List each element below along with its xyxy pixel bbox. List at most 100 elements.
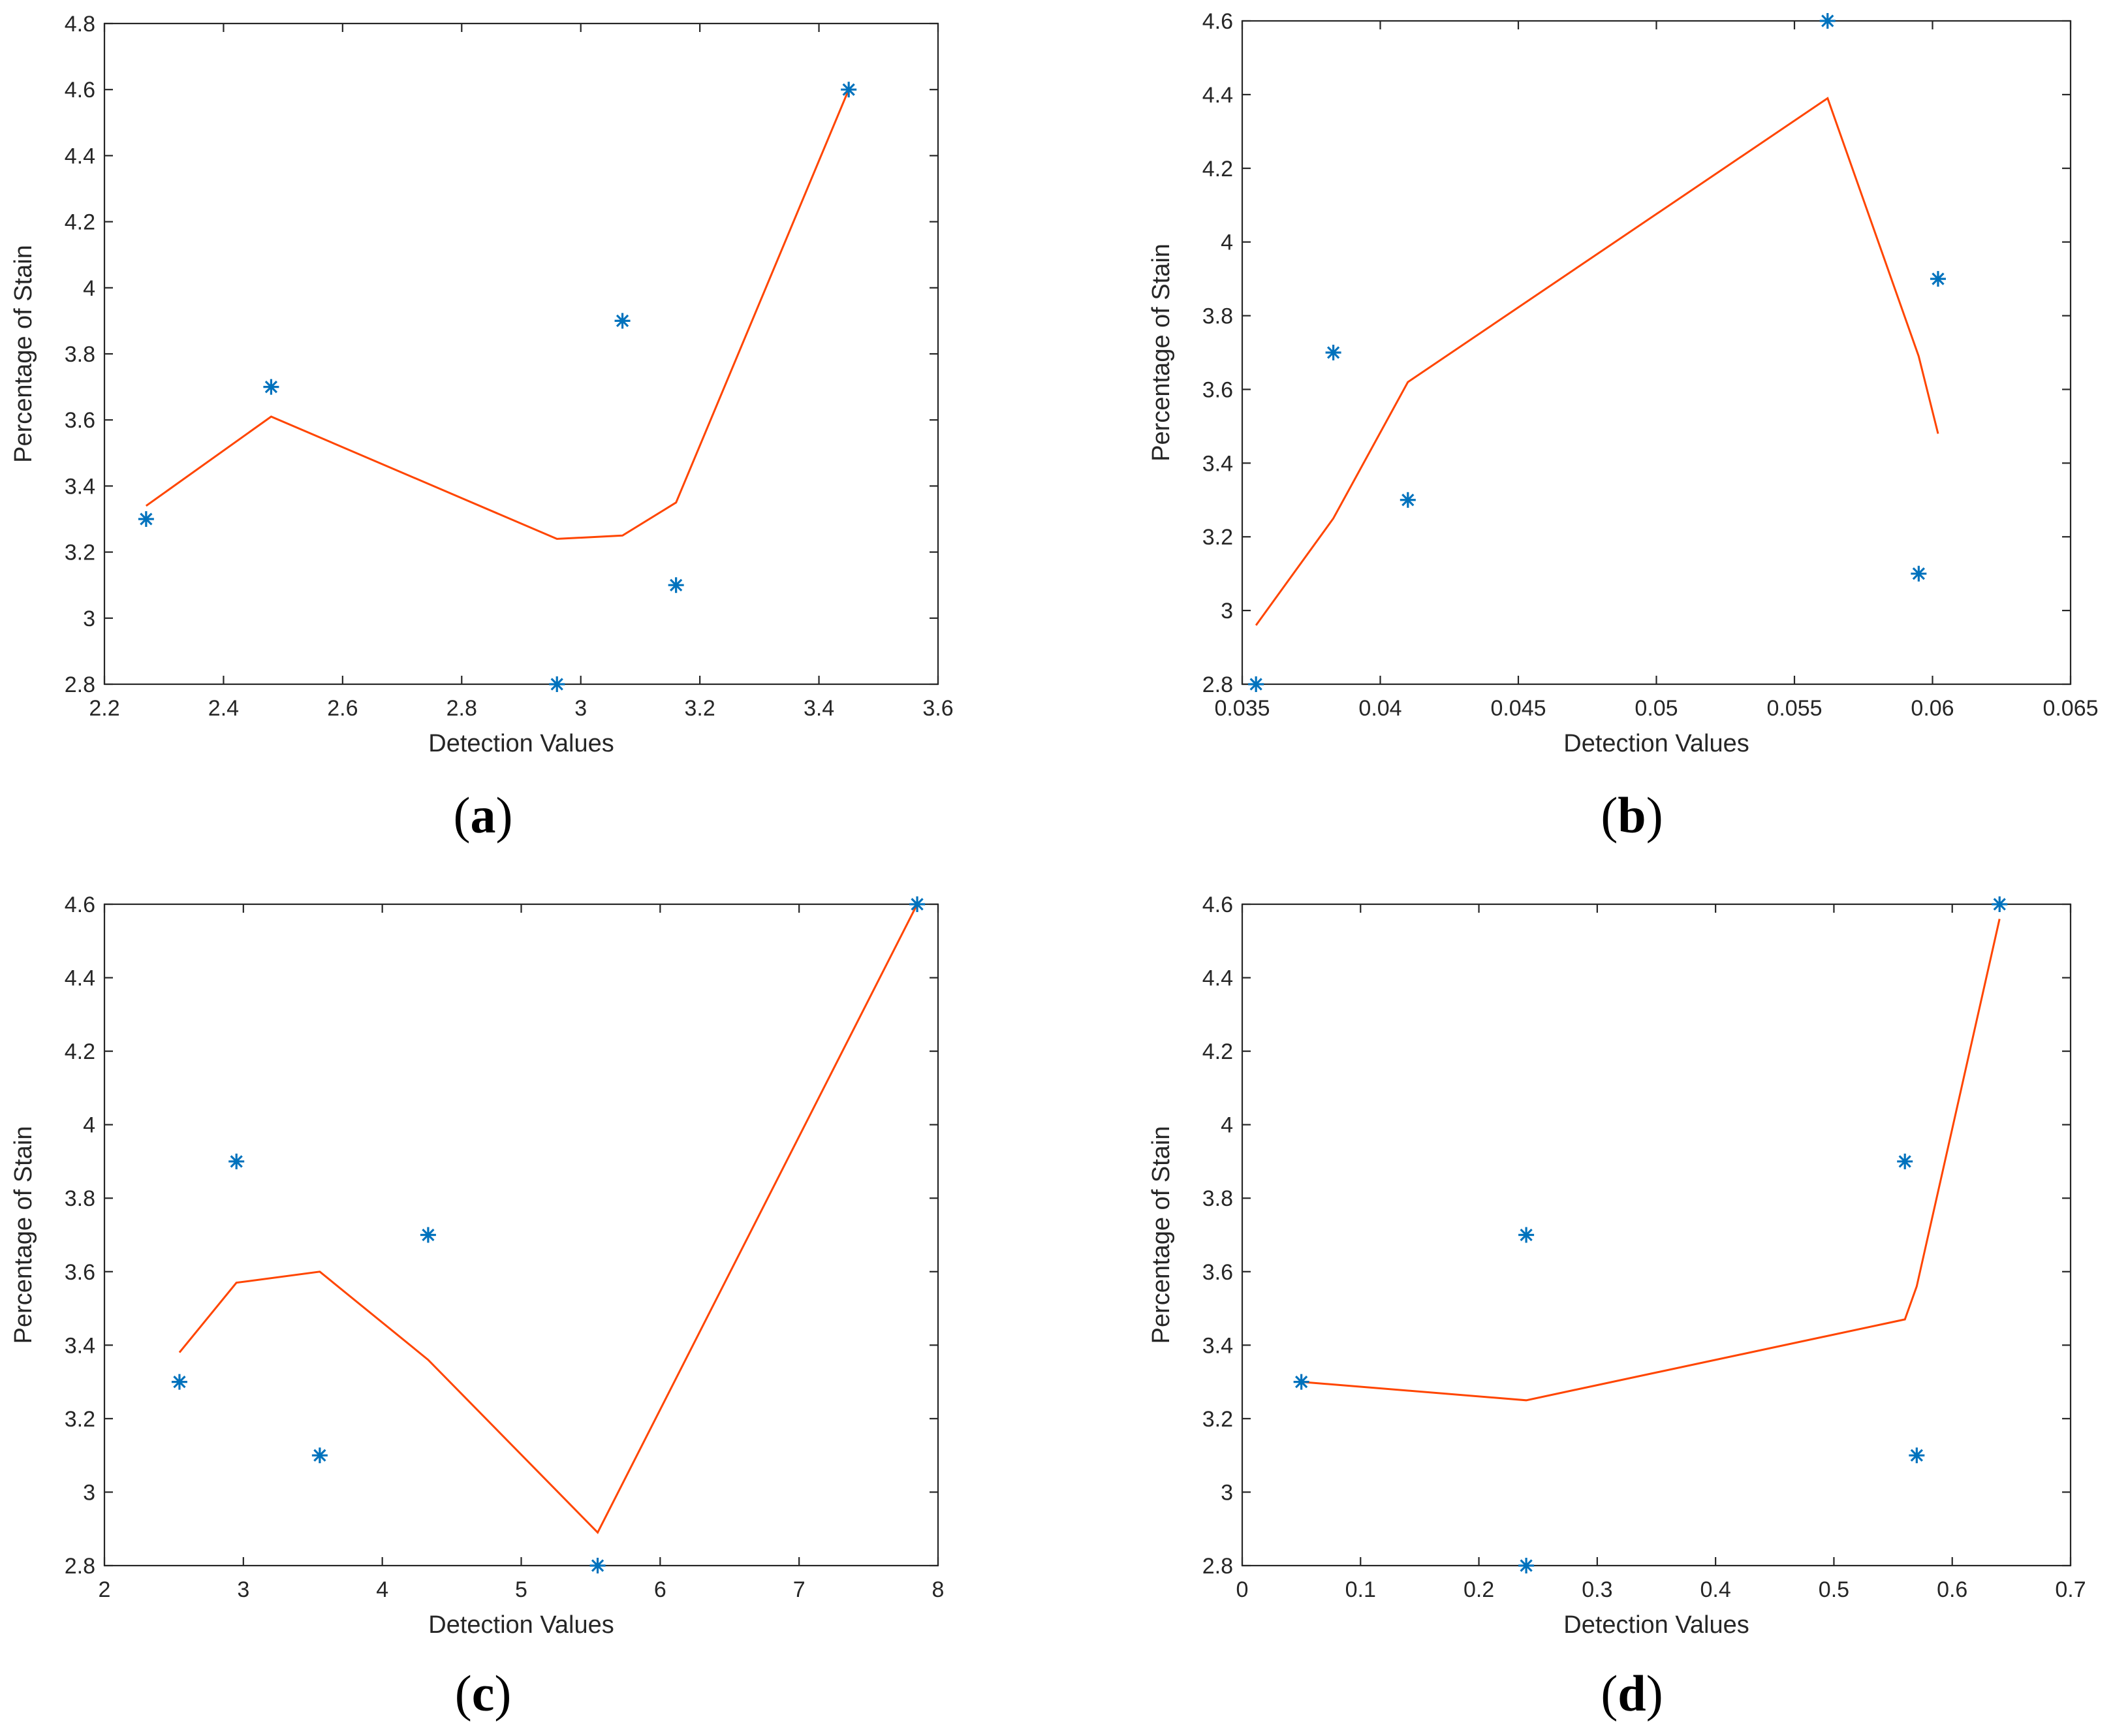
panel-caption: (d) [1601,1665,1663,1722]
y-axis-label: Percentage of Stain [10,245,37,463]
x-tick-label: 5 [515,1577,527,1602]
x-tick-label: 8 [932,1577,945,1602]
data-point [614,313,631,329]
y-tick-label: 3.2 [65,1407,95,1432]
x-tick-label: 7 [793,1577,806,1602]
y-tick-label: 2.8 [65,672,95,697]
y-tick-label: 4.4 [1202,83,1233,108]
y-tick-label: 3.8 [65,342,95,367]
data-point [228,1153,245,1169]
y-tick-label: 4.6 [65,892,95,917]
data-point [1819,13,1836,29]
panel-caption: (c) [455,1665,512,1722]
axes-box [103,22,939,686]
panel-d: 0 0.1 0.2 0.3 0.4 0.5 0.6 0.7 2.8 3 3.2 3.4 3.6 3.8 4 4… [1148,892,2086,1722]
panel-caption: (b) [1601,787,1663,844]
panel-b: 0.035 0.04 0.045 0.05 0.055 0.06 0.065 2.8 3 3.2 3… [1148,9,2099,844]
y-tick-label: 2.8 [1202,672,1233,697]
y-axis-label: Percentage of Stain [1148,1126,1175,1344]
data-point [1992,896,2008,912]
y-axis-label: Percentage of Stain [10,1126,37,1344]
y-tick-label: 4.6 [1202,892,1233,917]
x-axis-label: Detection Values [1563,1611,1749,1639]
data-point [138,511,154,527]
x-tick-label: 0.05 [1635,696,1678,721]
y-tick-label: 3.4 [65,1333,95,1358]
data-point [1909,1447,1925,1464]
y-tick-label: 4 [1221,230,1233,255]
x-tick-label: 0.06 [1911,696,1954,721]
y-tick-label: 3.4 [65,474,95,499]
y-tick-label: 4.6 [1202,9,1233,34]
data-point [668,577,684,593]
data-point [420,1227,436,1243]
y-tick-label: 3.6 [1202,1260,1233,1285]
panel-c: 2 3 4 5 6 7 8 2.8 3 3.2 3.4 3.6 3.8 4 4.2 4.4 4.6 Detecti… [10,892,944,1722]
y-axis-label: Percentage of Stain [1148,244,1175,462]
x-axis-label: Detection Values [428,1611,614,1639]
x-tick-label: 0.4 [1700,1577,1731,1602]
y-tick-label: 3.8 [1202,1186,1233,1211]
x-tick-label: 2.2 [89,696,119,721]
y-tick-label: 4 [83,1113,95,1138]
data-point [311,1447,328,1464]
x-tick-label: 6 [654,1577,666,1602]
x-tick-label: 3 [574,696,587,721]
x-tick-label: 3.6 [922,696,953,721]
data-point [841,82,857,98]
x-tick-label: 2.6 [327,696,358,721]
x-tick-label: 0.035 [1214,696,1270,721]
y-tick-label: 3.8 [1202,304,1233,329]
data-point [171,1374,187,1390]
y-tick-label: 3.8 [65,1186,95,1211]
x-tick-label: 0.5 [1819,1577,1849,1602]
x-tick-label: 0.055 [1766,696,1822,721]
y-tick-label: 4.4 [1202,966,1233,991]
x-tick-label: 0.045 [1490,696,1546,721]
y-tick-label: 3.6 [65,408,95,433]
x-tick-label: 2 [99,1577,111,1602]
data-point [1293,1374,1309,1390]
panel-caption: (a) [454,787,513,844]
y-tick-label: 4 [83,276,95,301]
x-tick-label: 0.3 [1582,1577,1612,1602]
data-point [1518,1558,1535,1573]
y-tick-label: 4.2 [65,1039,95,1064]
y-tick-label: 3 [1221,1480,1233,1505]
y-tick-label: 3.2 [65,541,95,565]
x-tick-label: 2.8 [446,696,477,721]
y-tick-label: 4.2 [1202,157,1233,181]
x-tick-label: 3 [237,1577,249,1602]
y-tick-label: 4.8 [65,12,95,37]
data-point [1897,1153,1913,1169]
x-axis-label: Detection Values [1563,730,1749,757]
x-tick-label: 0 [1236,1577,1249,1602]
y-tick-label: 3 [83,1480,95,1505]
y-tick-label: 3 [83,607,95,631]
fit-line [178,904,918,1534]
fit-line [1255,97,1939,626]
fit-line [1301,919,2001,1402]
data-point [1325,345,1341,360]
data-point [589,1558,606,1573]
y-tick-label: 3.6 [1202,377,1233,402]
x-axis-label: Detection Values [428,730,614,757]
x-tick-label: 0.065 [2043,696,2098,721]
y-tick-label: 4.2 [1202,1039,1233,1064]
fit-line [145,89,850,540]
data-point [1518,1227,1535,1243]
data-point [549,676,565,692]
y-tick-label: 4.4 [65,144,95,168]
y-tick-label: 4.2 [65,210,95,235]
y-tick-label: 3 [1221,599,1233,623]
data-point [263,379,279,395]
data-point [1400,492,1416,508]
data-point [909,896,926,912]
y-tick-label: 2.8 [65,1554,95,1579]
x-tick-label: 0.04 [1358,696,1401,721]
y-tick-label: 4.6 [65,78,95,103]
panel-a: 2.2 2.4 2.6 2.8 3 3.2 3.4 3.6 2.8 3 3.2 3.4 3.6 3.8 4 4… [10,12,954,844]
data-point [1248,676,1264,692]
x-tick-label: 0.6 [1937,1577,1967,1602]
